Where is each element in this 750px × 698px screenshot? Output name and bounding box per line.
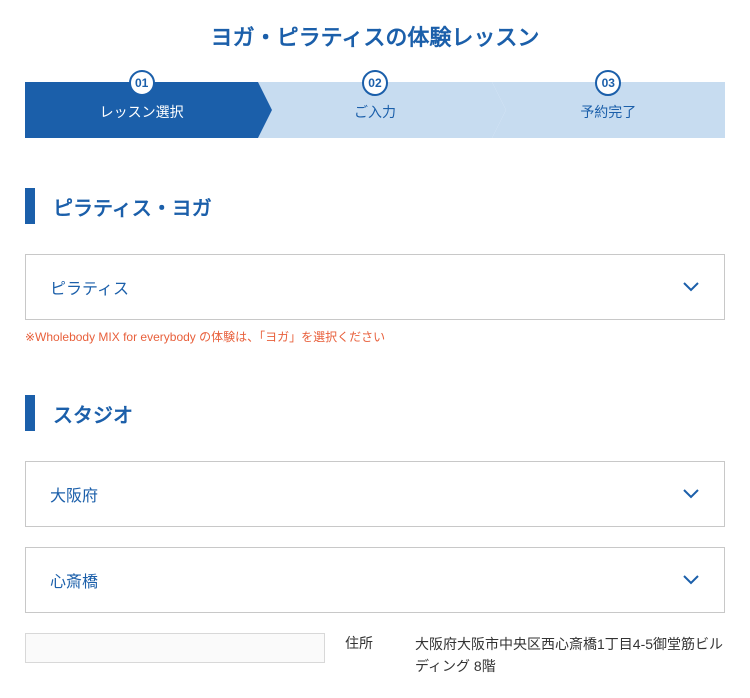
section-title: スタジオ [53,399,133,428]
dropdown-value: ピラティス [50,275,129,299]
studio-image-placeholder [25,633,325,663]
step-number: 02 [362,70,388,96]
location-dropdown[interactable]: 心斎橋 [25,547,725,613]
section-header-studio: スタジオ [25,395,725,431]
step-lesson-select: 01 レッスン選択 [25,82,258,138]
lesson-type-dropdown[interactable]: ピラティス [25,254,725,320]
chevron-down-icon [682,571,700,589]
address-label: 住所 [345,633,395,653]
step-number: 01 [129,70,155,96]
chevron-down-icon [682,485,700,503]
dropdown-value: 心斎橋 [50,568,98,592]
address-value: 大阪府大阪市中央区西心斎橋1丁目4-5御堂筋ビルディング 8階 [415,633,725,678]
step-label: レッスン選択 [100,102,184,122]
section-title: ピラティス・ヨガ [53,192,212,221]
step-input: 02 ご入力 [258,82,491,138]
lesson-note: ※Wholebody MIX for everybody の体験は、「ヨガ」を選… [25,328,725,345]
step-label: 予約完了 [580,102,636,122]
progress-steps: 01 レッスン選択 02 ご入力 03 予約完了 [25,82,725,138]
page-title: ヨガ・ピラティスの体験レッスン [25,20,725,52]
prefecture-dropdown[interactable]: 大阪府 [25,461,725,527]
section-bar [25,395,35,431]
step-number: 03 [595,70,621,96]
section-header-type: ピラティス・ヨガ [25,188,725,224]
section-bar [25,188,35,224]
step-label: ご入力 [354,102,396,122]
studio-detail-row: 住所 大阪府大阪市中央区西心斎橋1丁目4-5御堂筋ビルディング 8階 [25,633,725,678]
dropdown-value: 大阪府 [50,482,98,506]
chevron-down-icon [682,278,700,296]
step-complete: 03 予約完了 [492,82,725,138]
